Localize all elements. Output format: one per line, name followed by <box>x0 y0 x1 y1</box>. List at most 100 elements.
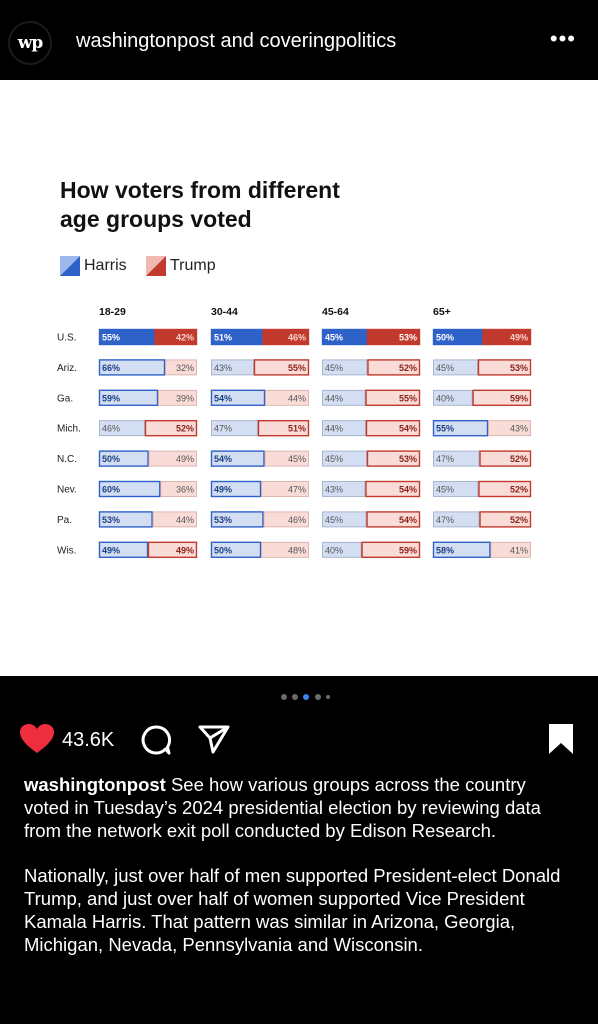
trump-value-label: 52% <box>176 424 194 434</box>
harris-value-label: 45% <box>325 363 343 373</box>
legend-harris-swatch <box>60 256 80 276</box>
trump-value-label: 48% <box>288 545 306 555</box>
harris-value-label: 47% <box>436 515 454 525</box>
trump-value-label: 43% <box>510 424 528 434</box>
trump-bar <box>479 450 532 467</box>
harris-bar <box>210 511 264 528</box>
harris-value-label: 40% <box>436 393 454 403</box>
trump-value-label: 53% <box>510 363 528 373</box>
harris-bar <box>433 389 473 406</box>
heart-icon[interactable] <box>20 724 54 754</box>
trump-value-label: 59% <box>510 393 528 403</box>
trump-bar <box>160 481 197 497</box>
trump-value-label: 47% <box>288 485 306 495</box>
like-count[interactable]: 43.6K <box>62 729 115 751</box>
trump-value-label: 49% <box>176 454 194 464</box>
account-avatar[interactable]: wp <box>8 21 52 65</box>
caption-text-1: See how various groups across the countr… <box>24 774 541 841</box>
trump-value-label: 36% <box>176 485 194 495</box>
trump-bar <box>263 511 309 528</box>
harris-bar <box>432 328 483 346</box>
harris-bar <box>322 450 367 467</box>
state-label: Ga. <box>57 393 73 404</box>
harris-bar <box>322 511 367 528</box>
harris-value-label: 45% <box>436 363 454 373</box>
bookmark-icon[interactable] <box>548 724 574 754</box>
trump-bar <box>262 328 310 346</box>
trump-value-label: 54% <box>399 515 417 525</box>
trump-value-label: 51% <box>288 424 306 434</box>
trump-value-label: 44% <box>176 515 194 525</box>
trump-bar <box>144 419 198 437</box>
trump-value-label: 52% <box>510 485 528 495</box>
harris-bar <box>98 450 149 467</box>
trump-value-label: 53% <box>399 333 417 343</box>
harris-bar <box>98 328 155 346</box>
trump-bar <box>365 480 421 498</box>
trump-bar <box>261 541 309 558</box>
trump-bar <box>148 450 197 467</box>
trump-bar <box>479 511 532 528</box>
comment-icon[interactable] <box>140 724 172 756</box>
harris-value-label: 45% <box>325 333 343 343</box>
trump-value-label: 54% <box>399 424 417 434</box>
legend-trump-label: Trump <box>170 257 216 274</box>
harris-value-label: 44% <box>325 393 343 403</box>
post-image[interactable]: How voters from different age groups vot… <box>0 80 598 676</box>
trump-bar <box>147 541 198 559</box>
carousel-dot <box>292 694 298 700</box>
trump-value-label: 52% <box>510 454 528 464</box>
trump-value-label: 39% <box>176 393 194 403</box>
trump-bar <box>365 389 421 407</box>
trump-bar <box>478 480 532 498</box>
trump-bar <box>165 359 197 376</box>
trump-value-label: 52% <box>510 515 528 525</box>
caption-username[interactable]: washingtonpost <box>24 774 166 795</box>
state-label: Wis. <box>57 545 76 556</box>
trump-value-label: 55% <box>399 393 417 403</box>
harris-bar <box>99 420 145 437</box>
harris-bar <box>322 389 366 406</box>
carousel-dot <box>281 694 287 700</box>
harris-value-label: 54% <box>214 454 232 464</box>
harris-bar <box>98 511 153 528</box>
harris-value-label: 50% <box>102 454 120 464</box>
harris-bar <box>432 541 491 559</box>
harris-value-label: 45% <box>325 454 343 464</box>
harris-value-label: 49% <box>102 545 120 555</box>
harris-bar <box>210 389 266 407</box>
harris-value-label: 47% <box>214 424 232 434</box>
harris-bar <box>98 541 149 559</box>
harris-value-label: 54% <box>214 393 232 403</box>
harris-bar <box>322 481 366 497</box>
more-options-icon[interactable]: ••• <box>549 26 576 51</box>
harris-bar <box>321 328 368 346</box>
harris-bar <box>433 511 480 528</box>
harris-value-label: 44% <box>325 424 343 434</box>
post-header: wp washingtonpost and coveringpolitics •… <box>0 0 598 80</box>
account-names[interactable]: washingtonpost and coveringpolitics <box>76 30 397 52</box>
harris-value-label: 45% <box>325 515 343 525</box>
trump-bar <box>253 359 310 376</box>
harris-bar <box>322 359 368 376</box>
trump-bar <box>367 359 421 376</box>
harris-bar <box>210 328 263 346</box>
harris-value-label: 59% <box>102 393 120 403</box>
share-icon[interactable] <box>198 724 230 754</box>
harris-value-label: 47% <box>436 454 454 464</box>
trump-value-label: 55% <box>288 363 306 373</box>
trump-bar <box>361 541 421 559</box>
harris-bar <box>433 359 478 376</box>
trump-bar <box>154 328 198 346</box>
harris-value-label: 46% <box>102 424 120 434</box>
harris-bar <box>433 481 479 497</box>
trump-bar <box>264 450 309 467</box>
harris-bar <box>211 359 254 376</box>
carousel-dot-active <box>303 694 309 700</box>
harris-bar <box>98 480 161 498</box>
harris-value-label: 49% <box>214 485 232 495</box>
age-group-chart: 18-29 30-44 45-64 65+ U.S. 55% 42% 51% 46% 45% 53%… <box>57 306 532 559</box>
state-label: Ariz. <box>57 363 77 374</box>
trump-bar <box>488 420 531 437</box>
post-caption: washingtonpost See how various groups ac… <box>24 773 576 978</box>
